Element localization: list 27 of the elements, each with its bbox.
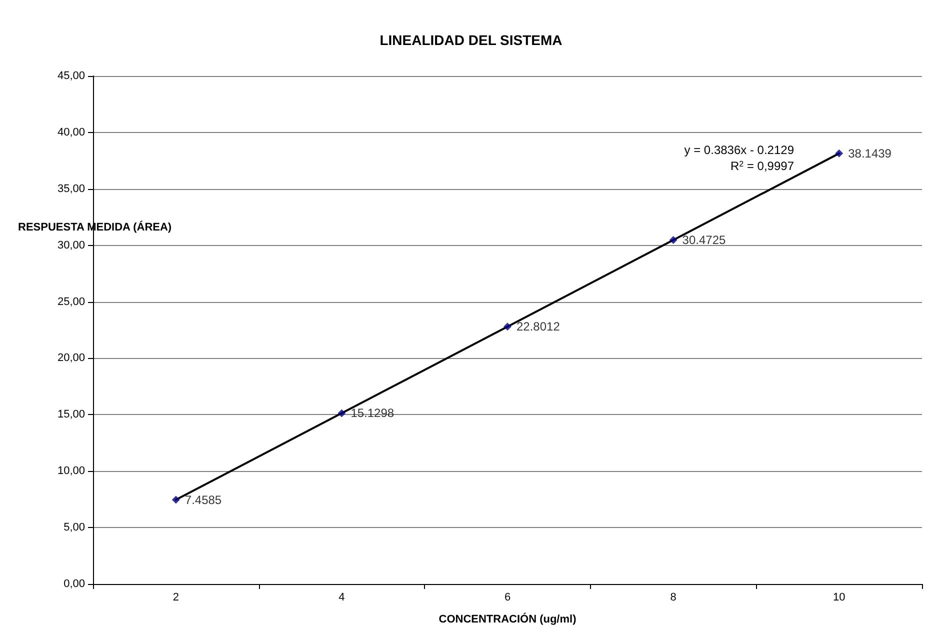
data-label: 38.1439	[848, 146, 892, 160]
y-tick-label: 0,00	[64, 578, 85, 590]
annotation: y = 0.3836x - 0.2129	[684, 143, 794, 157]
y-tick-label: 30,00	[57, 239, 85, 252]
data-label: 30.4725	[682, 233, 726, 247]
y-tick-label: 20,00	[57, 352, 85, 364]
x-tick-label: 4	[338, 592, 345, 604]
data-label: 22.8012	[516, 320, 560, 334]
y-tick-label: 35,00	[57, 182, 85, 195]
point	[338, 409, 346, 418]
data-label: 7.4585	[184, 492, 222, 507]
point	[504, 322, 512, 331]
x-axis-title: CONCENTRACIÓN (ug/ml)	[438, 612, 577, 626]
y-tick-label: 25,00	[57, 296, 85, 308]
x-tick-label: 2	[172, 592, 179, 604]
y-tick-label: 5,00	[64, 522, 85, 534]
point	[669, 236, 678, 244]
x-tick-label: 10	[832, 592, 846, 604]
y-tick-label: 15,00	[57, 408, 85, 421]
y-tick-label: 10,00	[57, 465, 85, 478]
y-tick-label: 40,00	[57, 126, 85, 138]
chart-title: LINEALIDAD DEL SISTEMA	[380, 32, 562, 48]
y-tick-label: 45,00	[57, 70, 85, 82]
point	[835, 149, 844, 158]
x-tick-label: 8	[670, 592, 676, 604]
x-tick-label: 6	[504, 592, 511, 604]
point	[172, 496, 180, 504]
